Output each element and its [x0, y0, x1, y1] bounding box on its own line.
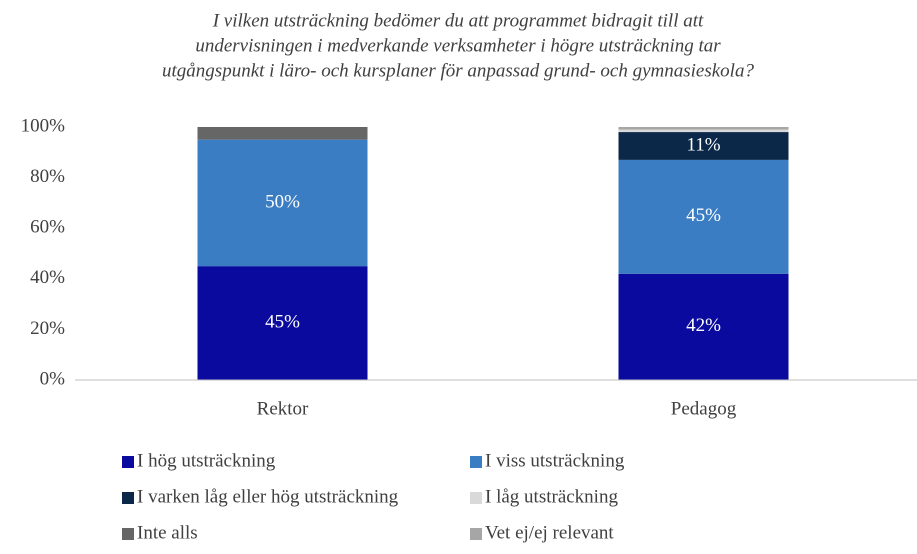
x-tick-label: Pedagog	[671, 398, 737, 419]
bar-segment	[618, 273, 789, 380]
x-tick-label: Rektor	[257, 398, 309, 419]
chart-title: utgångspunkt i läro- och kursplaner för …	[162, 60, 754, 81]
legend-swatch	[122, 528, 134, 540]
legend-swatch	[122, 492, 134, 504]
data-label: 45%	[686, 205, 721, 226]
chart-title: I vilken utsträckning bedömer du att pro…	[212, 10, 704, 31]
legend-label: I hög utsträckning	[137, 450, 276, 471]
bar-segment	[197, 139, 368, 267]
bar-segment	[197, 127, 368, 140]
y-tick-label: 100%	[21, 115, 66, 136]
data-label: 50%	[265, 191, 300, 212]
bar-segment	[618, 159, 789, 274]
legend-swatch	[470, 492, 482, 504]
legend-label: I låg utsträckning	[485, 486, 618, 507]
data-label: 11%	[686, 134, 720, 155]
bar-segment	[618, 129, 789, 133]
legend-swatch	[122, 456, 134, 468]
legend-label: I varken låg eller hög utsträckning	[137, 486, 399, 507]
legend-swatch	[470, 528, 482, 540]
bar-segment	[197, 266, 368, 380]
bar-segment	[618, 127, 789, 130]
y-tick-label: 40%	[30, 267, 65, 288]
y-tick-label: 60%	[30, 217, 65, 238]
legend-label: Inte alls	[137, 522, 198, 543]
chart-title: undervisningen i medverkande verksamhete…	[195, 35, 721, 56]
legend-label: Vet ej/ej relevant	[485, 522, 614, 543]
bar-segment	[618, 132, 789, 160]
y-tick-label: 80%	[30, 166, 65, 187]
data-label: 45%	[265, 311, 300, 332]
y-tick-label: 20%	[30, 318, 65, 339]
data-label: 42%	[686, 315, 721, 336]
legend-label: I viss utsträckning	[485, 450, 625, 471]
legend-swatch	[470, 456, 482, 468]
y-tick-label: 0%	[40, 368, 66, 389]
